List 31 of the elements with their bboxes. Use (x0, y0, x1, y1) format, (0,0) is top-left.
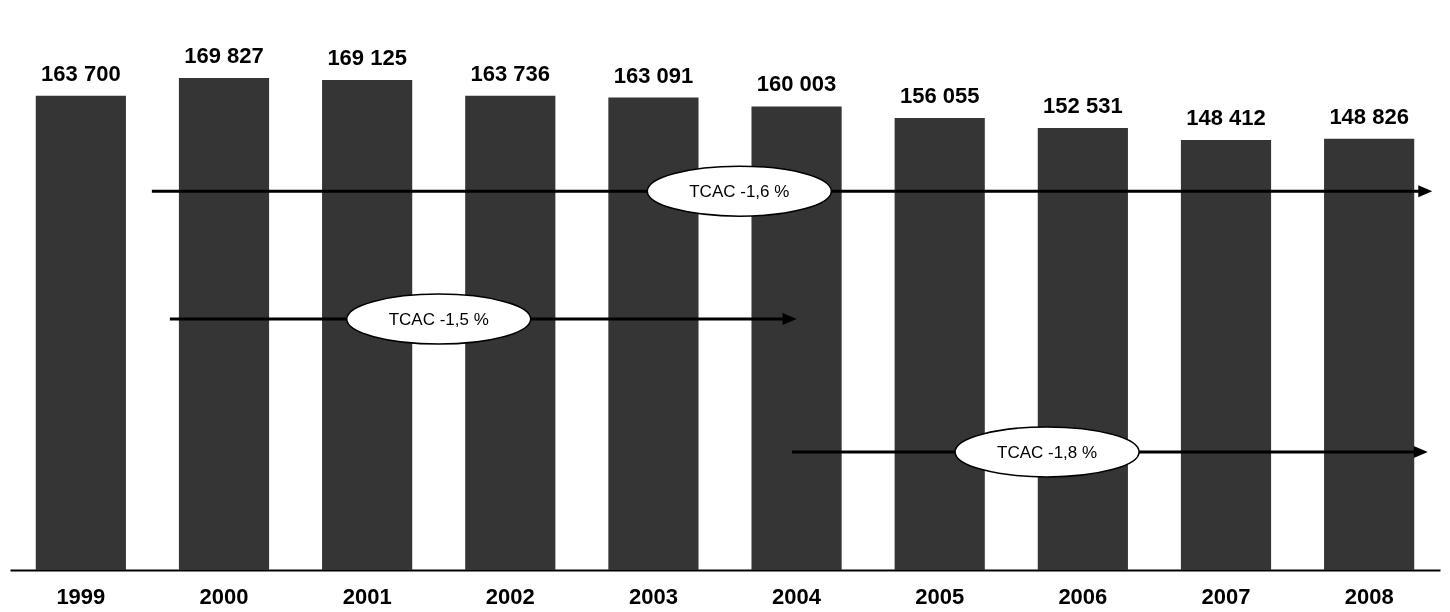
annotation: TCAC -1,5 % (388, 310, 489, 330)
x-tick-label: 2007 (1201, 583, 1251, 609)
x-tick-label: 2000 (199, 583, 249, 609)
data-label: 169 827 (184, 43, 264, 68)
bar (35, 95, 126, 570)
annotation: TCAC -1,8 % (997, 442, 1098, 462)
x-tick-label: 2002 (485, 583, 535, 609)
data-label: 163 736 (470, 60, 551, 86)
oval-callout: TCAC -1,6 % (646, 165, 833, 217)
oval-callout: TCAC -1,5 % (345, 293, 532, 345)
x-tick-label: 2004 (772, 583, 822, 609)
data-label: 163 091 (613, 62, 694, 88)
oval-callout: TCAC -1,8 % (954, 426, 1140, 478)
data-label: 148 412 (1186, 105, 1266, 131)
x-tick-label: 2008 (1344, 583, 1394, 609)
x-tick-label: 2005 (915, 583, 965, 609)
bar (1324, 138, 1415, 570)
bar (894, 117, 985, 570)
x-tick-label: 1999 (56, 583, 106, 609)
data-label: 156 055 (899, 82, 980, 108)
x-tick-label: 2003 (628, 583, 678, 609)
data-label: 148 826 (1329, 103, 1409, 129)
data-label: 169 125 (327, 45, 407, 71)
bar (178, 78, 270, 570)
annotation: TCAC -1,6 % (689, 182, 790, 202)
data-label: 152 531 (1043, 93, 1123, 119)
data-label: 163 700 (41, 60, 121, 86)
data-label: 160 003 (756, 71, 837, 97)
x-tick-label: 2006 (1058, 583, 1108, 609)
x-tick-label: 2001 (342, 583, 392, 609)
bar (1180, 140, 1272, 570)
